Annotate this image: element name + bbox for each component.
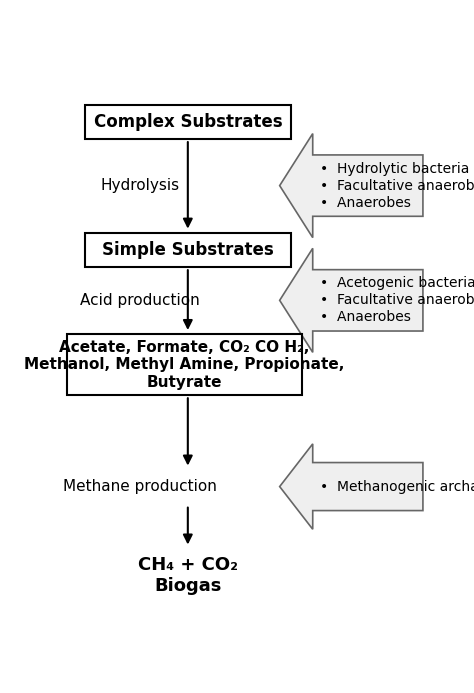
FancyBboxPatch shape bbox=[66, 334, 301, 395]
Text: •  Anaerobes: • Anaerobes bbox=[320, 310, 411, 324]
Text: Hydrolysis: Hydrolysis bbox=[100, 178, 180, 193]
Text: •  Facultative anaerobes: • Facultative anaerobes bbox=[320, 293, 474, 307]
Polygon shape bbox=[280, 134, 423, 238]
Text: Simple Substrates: Simple Substrates bbox=[102, 241, 273, 259]
Text: •  Acetogenic bacteria: • Acetogenic bacteria bbox=[320, 277, 474, 290]
Polygon shape bbox=[280, 248, 423, 352]
Text: Acid production: Acid production bbox=[80, 293, 200, 308]
FancyBboxPatch shape bbox=[85, 233, 291, 267]
Polygon shape bbox=[280, 444, 423, 529]
Text: CH₄ + CO₂: CH₄ + CO₂ bbox=[138, 556, 238, 574]
Text: •  Anaerobes: • Anaerobes bbox=[320, 195, 411, 210]
Text: Biogas: Biogas bbox=[154, 577, 221, 595]
Text: Methane production: Methane production bbox=[63, 479, 217, 494]
Text: •  Methanogenic archaea: • Methanogenic archaea bbox=[320, 480, 474, 493]
FancyBboxPatch shape bbox=[85, 105, 291, 139]
Text: Complex Substrates: Complex Substrates bbox=[93, 113, 282, 131]
Text: •  Hydrolytic bacteria: • Hydrolytic bacteria bbox=[320, 161, 469, 175]
Text: Acetate, Formate, CO₂ CO H₂,
Methanol, Methyl Amine, Propionate,
Butyrate: Acetate, Formate, CO₂ CO H₂, Methanol, M… bbox=[24, 340, 344, 389]
Text: •  Facultative anaerobes: • Facultative anaerobes bbox=[320, 179, 474, 193]
